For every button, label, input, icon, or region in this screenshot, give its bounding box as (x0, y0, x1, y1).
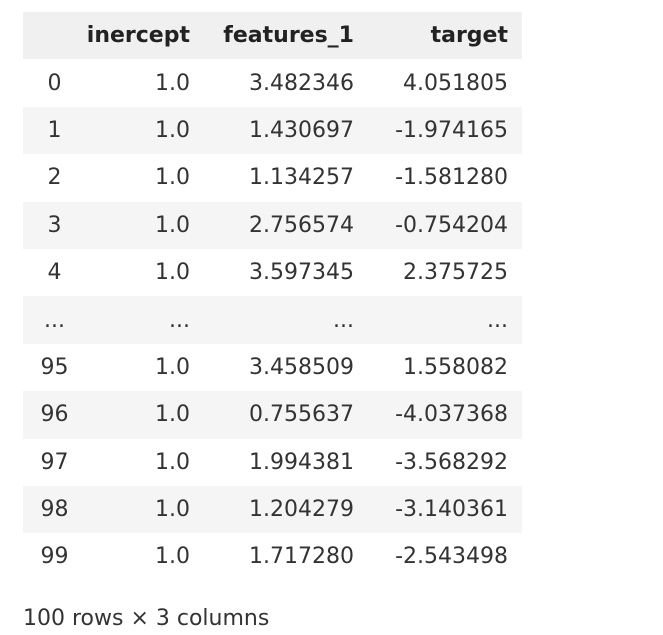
column-header-inercept: inercept (86, 23, 190, 49)
table-row: 98 1.0 1.204279 -3.140361 (23, 485, 522, 534)
cell-features-1: 1.430697 (249, 117, 354, 143)
row-index: 99 (40, 544, 69, 570)
index-header (23, 12, 86, 59)
cell-target: 2.375725 (403, 260, 508, 286)
cell-inercept: ... (169, 307, 190, 333)
cell-target: 4.051805 (403, 70, 508, 96)
table-row: 99 1.0 1.717280 -2.543498 (23, 533, 522, 581)
row-index: 4 (47, 260, 62, 286)
table-row: 97 1.0 1.994381 -3.568292 (23, 438, 522, 486)
column-header-target: target (430, 23, 508, 49)
cell-target: -1.974165 (395, 117, 508, 143)
dataframe-table: inercept features_1 target 0 1.0 3.48234… (23, 12, 522, 581)
row-index: ... (44, 307, 65, 333)
table-row: 2 1.0 1.134257 -1.581280 (23, 154, 522, 202)
row-index: 96 (40, 402, 69, 428)
table-body: 0 1.0 3.482346 4.051805 1 1.0 1.430697 -… (23, 59, 522, 581)
cell-inercept: 1.0 (155, 449, 190, 475)
row-index: 2 (47, 165, 62, 191)
cell-inercept: 1.0 (155, 354, 190, 380)
cell-target: -2.543498 (395, 544, 508, 570)
table-row: 3 1.0 2.756574 -0.754204 (23, 201, 522, 249)
cell-features-1: 3.482346 (249, 70, 354, 96)
cell-target: -3.568292 (395, 449, 508, 475)
cell-inercept: 1.0 (155, 544, 190, 570)
table-row: 0 1.0 3.482346 4.051805 (23, 59, 522, 107)
row-index: 95 (40, 354, 69, 380)
row-index: 98 (40, 497, 69, 523)
cell-target: ... (487, 307, 508, 333)
cell-features-1: 1.717280 (249, 544, 354, 570)
table-row: 96 1.0 0.755637 -4.037368 (23, 391, 522, 439)
cell-target: -1.581280 (395, 165, 508, 191)
cell-inercept: 1.0 (155, 70, 190, 96)
table-row: 4 1.0 3.597345 2.375725 (23, 248, 522, 297)
cell-features-1: 3.597345 (249, 260, 354, 286)
cell-features-1: 2.756574 (249, 212, 354, 238)
cell-features-1: 3.458509 (249, 354, 354, 380)
cell-inercept: 1.0 (155, 402, 190, 428)
row-index: 3 (47, 212, 62, 238)
header-row: inercept features_1 target (23, 12, 522, 60)
row-index: 0 (47, 70, 62, 96)
table-row: 95 1.0 3.458509 1.558082 (23, 343, 522, 392)
cell-features-1: 1.994381 (249, 449, 354, 475)
cell-target: 1.558082 (403, 354, 508, 380)
table-row: 1 1.0 1.430697 -1.974165 (23, 106, 522, 155)
cell-features-1: 1.134257 (249, 165, 354, 191)
cell-features-1: 0.755637 (249, 402, 354, 428)
cell-target: -4.037368 (395, 402, 508, 428)
cell-inercept: 1.0 (155, 260, 190, 286)
row-index: 97 (40, 449, 69, 475)
cell-features-1: ... (333, 307, 354, 333)
cell-target: -0.754204 (395, 212, 508, 238)
cell-inercept: 1.0 (155, 117, 190, 143)
cell-features-1: 1.204279 (249, 497, 354, 523)
row-index: 1 (47, 117, 62, 143)
dataframe-output: inercept features_1 target 0 1.0 3.48234… (23, 12, 522, 581)
cell-target: -3.140361 (395, 497, 508, 523)
table-row-ellipsis: ... ... ... ... (23, 296, 522, 344)
cell-inercept: 1.0 (155, 165, 190, 191)
table-header: inercept features_1 target (23, 12, 522, 60)
cell-inercept: 1.0 (155, 497, 190, 523)
dataframe-shape-caption: 100 rows × 3 columns (23, 606, 270, 631)
cell-inercept: 1.0 (155, 212, 190, 238)
column-header-features-1: features_1 (223, 23, 354, 49)
